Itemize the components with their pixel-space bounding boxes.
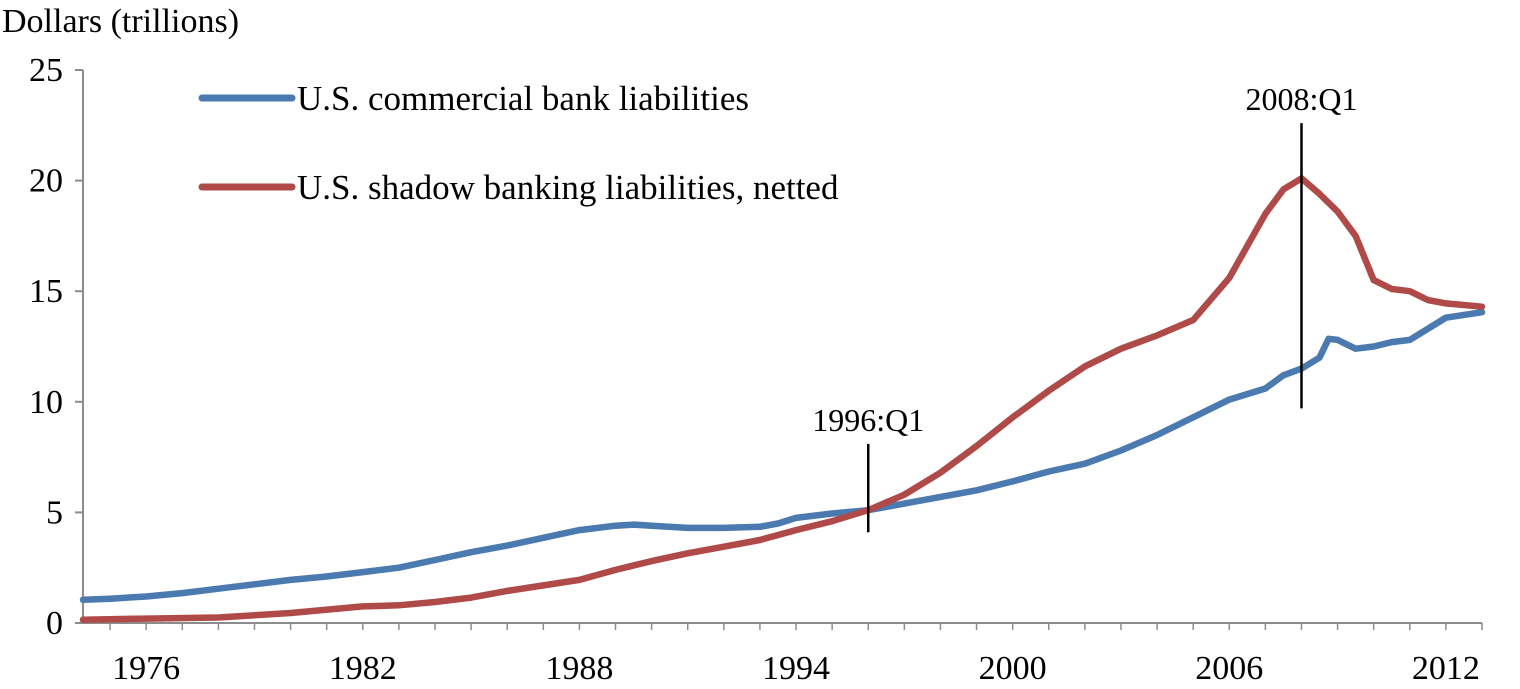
y-tick-label: 25	[29, 52, 63, 89]
annotation-label: 2008:Q1	[1245, 81, 1357, 117]
x-tick-label: 2012	[1412, 650, 1480, 687]
y-axis-title: Dollars (trillions)	[2, 3, 239, 40]
annotation-label: 1996:Q1	[812, 402, 924, 438]
x-tick-label: 1988	[545, 650, 613, 687]
y-tick-label: 0	[46, 605, 63, 642]
x-ticks: 1976 1982 1988 1994 2000 2006 2012	[109, 623, 1483, 687]
legend-label-1: U.S. shadow banking liabilities, netted	[297, 168, 839, 207]
series-line-0	[79, 308, 1486, 604]
x-tick-label: 2006	[1195, 650, 1263, 687]
x-tick-label: 1982	[329, 650, 397, 687]
legend: U.S. commercial bank liabilities U.S. sha…	[198, 79, 839, 207]
annotation-layer: 1996:Q1 2008:Q1	[812, 81, 1357, 533]
y-tick-label: 20	[29, 163, 63, 200]
y-tick-label: 10	[29, 384, 63, 421]
series-line-1	[79, 175, 1486, 623]
y-ticks: 0 5 10 15 20 25	[29, 52, 83, 642]
y-tick-label: 15	[29, 273, 63, 310]
x-tick-label: 1976	[112, 650, 180, 687]
y-tick-label: 5	[46, 494, 63, 531]
series-layer	[79, 175, 1486, 623]
x-tick-label: 2000	[979, 650, 1047, 687]
legend-label-0: U.S. commercial bank liabilities	[297, 79, 749, 118]
x-tick-label: 1994	[762, 650, 830, 687]
